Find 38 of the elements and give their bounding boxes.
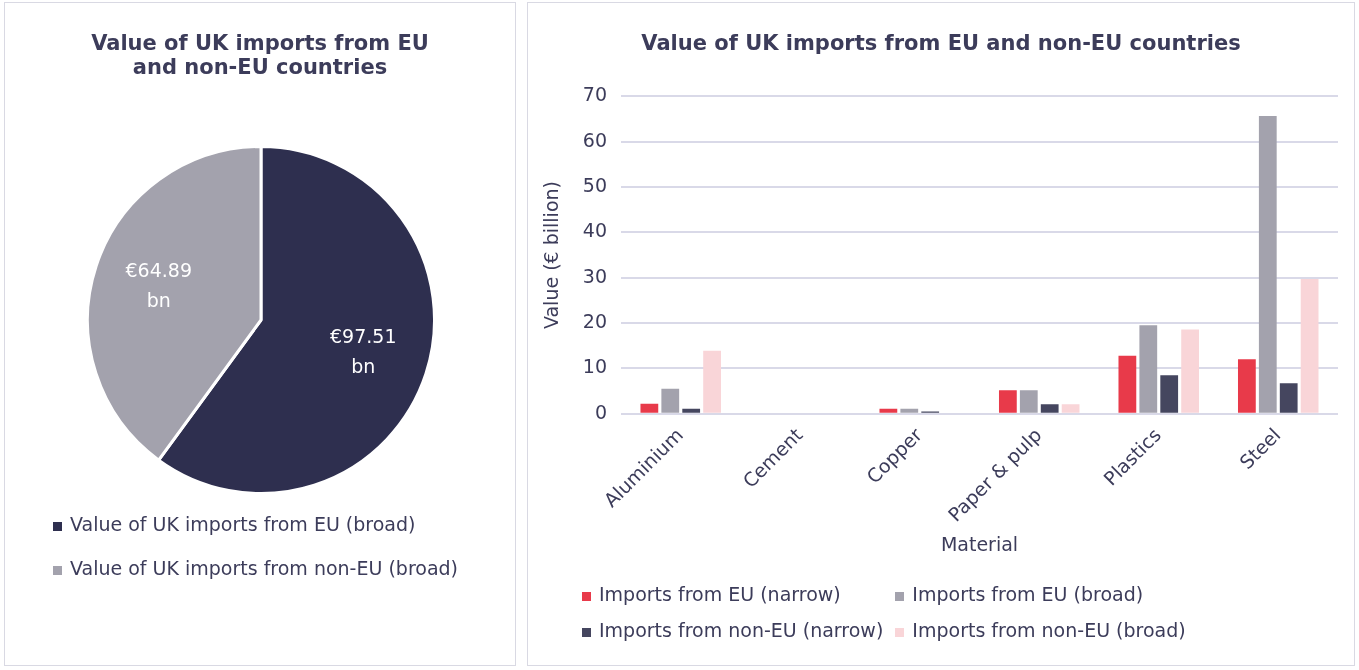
bar <box>1118 355 1137 413</box>
y-tick-label: 20 <box>582 309 607 332</box>
legend-label: Imports from EU (broad) <box>912 583 1144 605</box>
bar <box>661 388 680 413</box>
bar <box>1279 383 1298 413</box>
bar <box>1040 404 1059 413</box>
bar <box>998 390 1017 413</box>
bar <box>1258 115 1277 413</box>
y-tick-label: 40 <box>582 219 607 242</box>
y-tick-label: 0 <box>594 400 607 423</box>
legend-label: Imports from EU (narrow) <box>599 583 841 605</box>
bar <box>1300 279 1319 413</box>
bar <box>640 403 659 413</box>
y-tick-label: 10 <box>582 355 607 378</box>
bar <box>1237 359 1256 413</box>
bar <box>1181 329 1199 413</box>
bar <box>1061 404 1080 413</box>
chart-title: Value of UK imports from EU and non-EU countries <box>640 31 1242 55</box>
data-label: €97.51 bn <box>330 325 397 378</box>
y-tick-label: 30 <box>582 264 607 287</box>
bar <box>703 350 721 413</box>
bar <box>900 408 919 413</box>
y-tick-label: 60 <box>582 128 607 151</box>
bar <box>1160 375 1179 413</box>
legend-label: Value of UK imports from non-EU (broad) <box>70 557 459 579</box>
y-tick-label: 70 <box>582 83 607 106</box>
bar <box>682 408 701 413</box>
legend-label: Imports from non-EU (narrow) <box>599 619 884 641</box>
legend-label: Imports from non-EU (broad) <box>912 619 1186 641</box>
x-axis-title: Material <box>940 532 1019 555</box>
bar <box>1019 390 1038 413</box>
legend-label: Value of UK imports from EU (broad) <box>70 513 416 535</box>
bar <box>879 408 898 413</box>
bar <box>1139 325 1158 413</box>
y-tick-label: 50 <box>582 174 607 196</box>
chart-title: Value of UK imports from EU and non-EU countries <box>90 31 430 79</box>
y-axis-title: Value (€ billion) <box>540 181 563 330</box>
data-label: €64.89 bn <box>125 258 192 311</box>
